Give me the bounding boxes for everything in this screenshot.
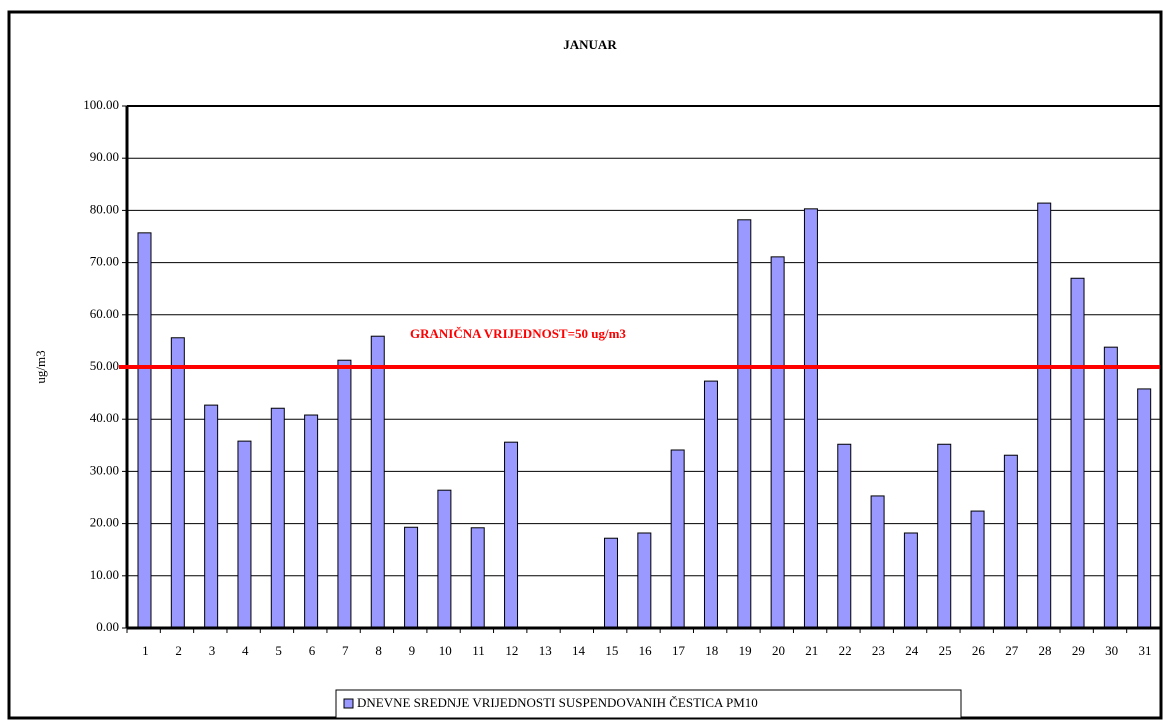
x-tick-label: 22 (839, 643, 852, 658)
bar (937, 443, 952, 629)
bar (370, 335, 385, 629)
y-tick-label: 80.00 (90, 201, 119, 216)
chart-title: JANUAR (563, 37, 617, 52)
bar (170, 337, 185, 629)
bar (237, 440, 252, 629)
bar (670, 449, 685, 629)
x-tick-label: 26 (972, 643, 986, 658)
x-tick-label: 9 (409, 643, 416, 658)
x-tick-label: 3 (209, 643, 216, 658)
x-tick-label: 6 (309, 643, 316, 658)
bar (504, 441, 519, 629)
x-tick-label: 19 (739, 643, 752, 658)
bar (870, 495, 885, 629)
bar (1037, 202, 1052, 629)
x-tick-label: 5 (275, 643, 282, 658)
bar (1137, 388, 1152, 629)
x-tick-label: 27 (1005, 643, 1019, 658)
bar (304, 414, 319, 629)
bar (1003, 454, 1018, 629)
x-tick-label: 4 (242, 643, 249, 658)
legend-swatch (343, 698, 354, 709)
legend-box (335, 689, 962, 719)
x-tick-label: 12 (505, 643, 518, 658)
x-tick-label: 8 (375, 643, 382, 658)
bar (803, 208, 818, 629)
x-tick-label: 2 (175, 643, 182, 658)
x-tick-label: 29 (1072, 643, 1085, 658)
bar (770, 256, 785, 629)
bar (437, 489, 452, 629)
bar (703, 380, 718, 629)
bar (970, 510, 985, 629)
bar (337, 359, 352, 629)
bar (604, 537, 619, 629)
x-tick-label: 20 (772, 643, 785, 658)
y-tick-label: 70.00 (90, 254, 119, 269)
x-tick-label: 21 (805, 643, 818, 658)
bar (404, 526, 419, 629)
y-tick-label: 0.00 (96, 619, 119, 634)
x-tick-label: 17 (672, 643, 686, 658)
x-tick-label: 14 (572, 643, 586, 658)
y-tick-label: 40.00 (90, 410, 119, 425)
y-tick-label: 100.00 (83, 97, 119, 112)
bar (137, 232, 152, 629)
y-axis-label: ug/m3 (33, 350, 48, 383)
bar (1070, 277, 1085, 629)
y-tick-label: 20.00 (90, 515, 119, 530)
x-tick-label: 7 (342, 643, 349, 658)
x-tick-label: 30 (1105, 643, 1118, 658)
x-tick-label: 18 (705, 643, 718, 658)
bar (837, 443, 852, 629)
bar (637, 532, 652, 629)
bar (903, 532, 918, 629)
x-tick-label: 28 (1039, 643, 1052, 658)
x-tick-label: 15 (605, 643, 618, 658)
bar (270, 407, 285, 629)
x-tick-label: 1 (142, 643, 149, 658)
x-tick-label: 24 (905, 643, 919, 658)
bar (470, 527, 485, 629)
x-tick-label: 10 (439, 643, 452, 658)
threshold-label: GRANIČNA VRIJEDNOST=50 ug/m3 (410, 326, 626, 341)
bar (204, 404, 219, 629)
x-tick-label: 25 (939, 643, 952, 658)
y-tick-label: 50.00 (90, 358, 119, 373)
y-tick-label: 60.00 (90, 306, 119, 321)
x-tick-label: 13 (539, 643, 552, 658)
x-tick-label: 11 (472, 643, 485, 658)
y-tick-label: 90.00 (90, 149, 119, 164)
x-tick-label: 23 (872, 643, 885, 658)
bar (737, 219, 752, 629)
y-tick-label: 30.00 (90, 462, 119, 477)
bar (1103, 346, 1118, 629)
x-tick-label: 16 (639, 643, 653, 658)
x-tick-label: 31 (1139, 643, 1152, 658)
legend-label: DNEVNE SREDNJE VRIJEDNOSTI SUSPENDOVANIH… (357, 695, 758, 710)
y-tick-label: 10.00 (90, 567, 119, 582)
